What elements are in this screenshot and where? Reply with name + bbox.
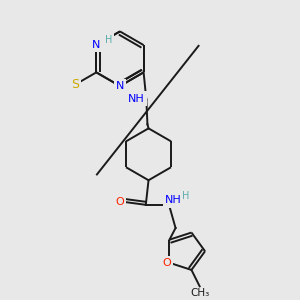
Text: N: N [92,40,100,50]
Text: O: O [162,258,171,268]
Text: N: N [116,81,124,91]
Text: S: S [71,78,79,91]
Text: NH: NH [128,94,145,103]
Text: H: H [105,34,112,45]
Text: H: H [182,190,189,200]
Text: CH₃: CH₃ [190,288,209,298]
Text: NH: NH [165,195,182,206]
Text: O: O [116,197,124,207]
